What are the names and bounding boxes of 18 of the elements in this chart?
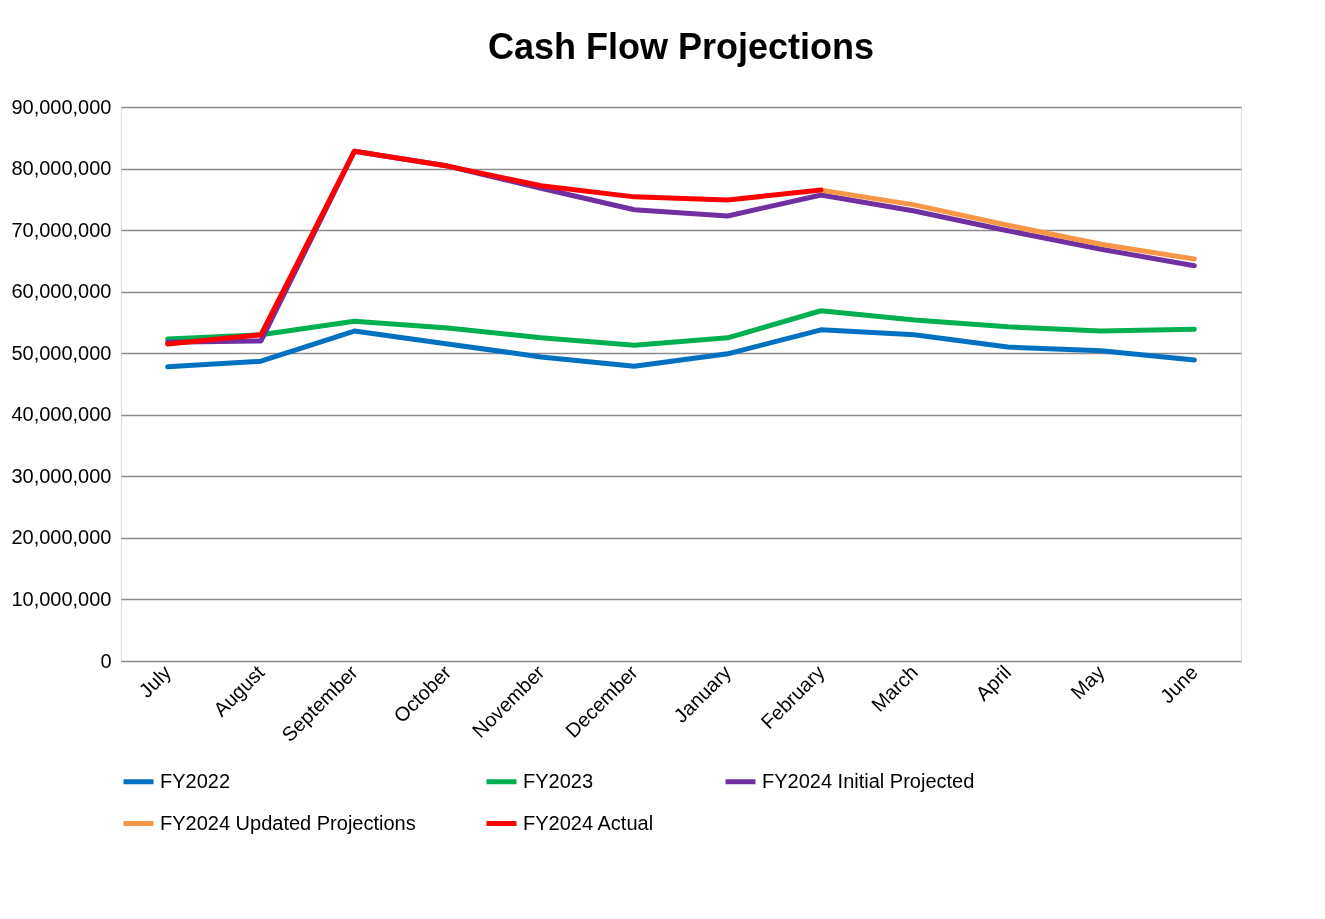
legend-label: FY2024 Actual	[523, 811, 654, 834]
legend-label: FY2024 Initial Projected	[762, 769, 975, 792]
legend-label: FY2022	[160, 769, 231, 792]
legend-label: FY2023	[523, 769, 594, 792]
y-tick-label: 80,000,000	[11, 157, 112, 180]
y-tick-label: 70,000,000	[11, 218, 112, 241]
y-tick-label: 30,000,000	[11, 464, 112, 487]
y-tick-label: 40,000,000	[11, 403, 112, 426]
x-tick-label: July	[134, 661, 176, 702]
x-tick-label: May	[1066, 661, 1109, 704]
y-tick-label: 20,000,000	[11, 526, 112, 549]
y-tick-label: 0	[100, 649, 112, 672]
y-tick-label: 10,000,000	[11, 587, 112, 610]
legend-label: FY2024 Updated Projections	[160, 811, 416, 834]
y-tick-label: 50,000,000	[11, 341, 112, 364]
chart-title: Cash Flow Projections	[487, 26, 875, 67]
y-tick-label: 90,000,000	[11, 95, 112, 118]
y-tick-label: 60,000,000	[11, 280, 112, 303]
